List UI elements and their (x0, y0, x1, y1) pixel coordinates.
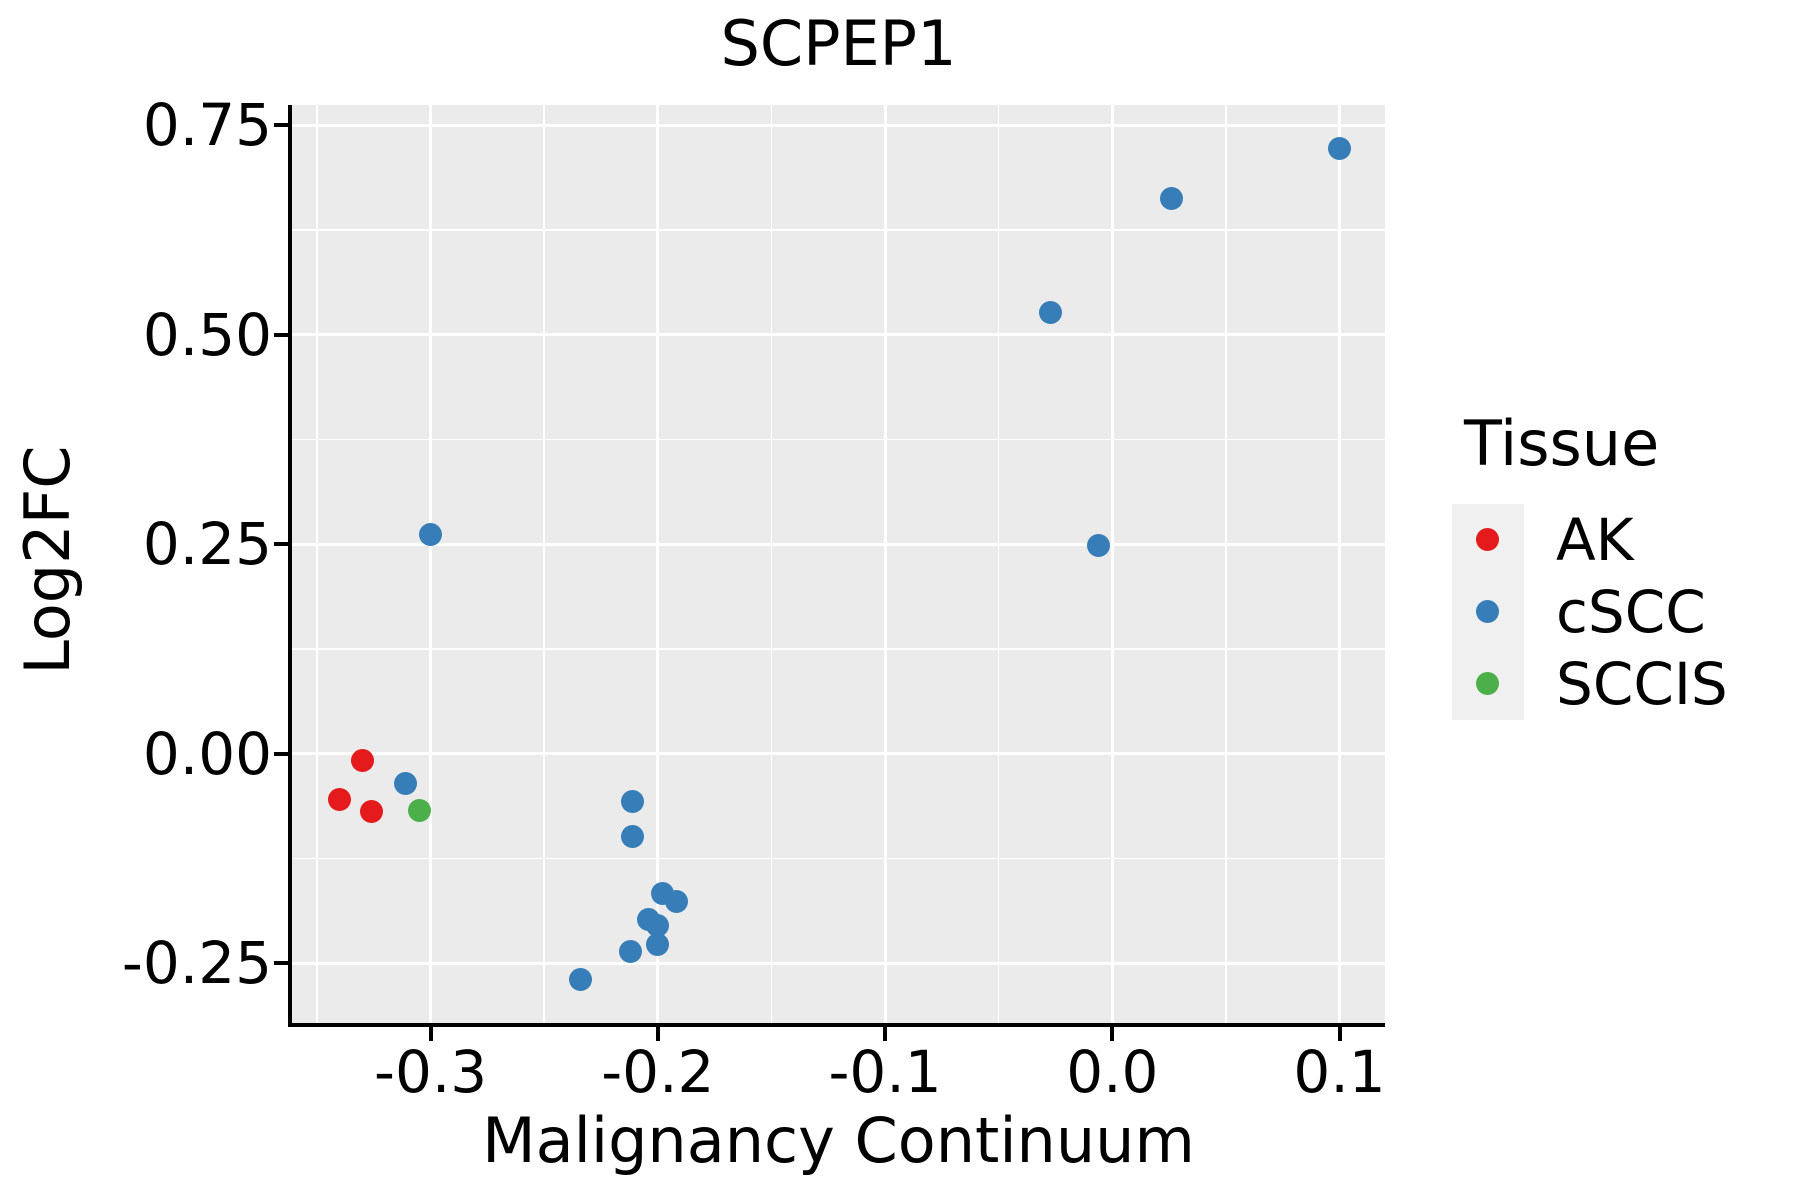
data-point-AK (350, 749, 374, 773)
legend-swatch-icon (1476, 600, 1499, 623)
data-point-cSCC (646, 914, 670, 938)
legend-key-background (1452, 504, 1524, 576)
plot-panel (292, 105, 1385, 1023)
x-tick-mark (1337, 1027, 1342, 1041)
x-minor-gridline (316, 105, 318, 1023)
legend-title: Tissue (1464, 407, 1660, 480)
x-tick-label: -0.2 (601, 1038, 715, 1106)
y-major-gridline (292, 123, 1385, 127)
y-minor-gridline (292, 648, 1385, 650)
y-major-gridline (292, 961, 1385, 965)
legend-items: AK cSCC SCCIS (1452, 504, 1792, 720)
x-tick-label: -0.1 (828, 1038, 942, 1106)
data-point-cSCC (394, 771, 418, 795)
x-tick-mark (655, 1027, 660, 1041)
data-point-cSCC (646, 932, 670, 956)
y-tick-mark (274, 961, 288, 966)
y-minor-gridline (292, 857, 1385, 860)
x-axis-title: Malignancy Continuum (482, 1104, 1195, 1177)
data-point-cSCC (621, 790, 645, 814)
y-tick-mark (274, 542, 288, 547)
y-tick-mark (274, 751, 288, 756)
legend-key-background (1452, 576, 1524, 648)
plot-title: SCPEP1 (720, 7, 957, 80)
data-point-AK (328, 788, 352, 812)
y-tick-label: -0.25 (121, 929, 272, 998)
y-major-gridline (292, 333, 1385, 337)
x-tick-mark (428, 1027, 433, 1041)
data-point-cSCC (419, 522, 443, 546)
x-minor-gridline (770, 105, 773, 1023)
x-tick-label: -0.3 (374, 1038, 488, 1106)
data-point-SCCIS (407, 798, 431, 822)
x-major-gridline (1338, 105, 1342, 1023)
x-major-gridline (1110, 105, 1114, 1023)
y-tick-label: 0.25 (142, 510, 272, 579)
y-minor-gridline (292, 229, 1385, 231)
y-minor-gridline (292, 438, 1385, 441)
y-tick-mark (274, 123, 288, 128)
y-tick-mark (274, 332, 288, 337)
legend-label: cSCC (1556, 578, 1706, 646)
data-point-cSCC (1039, 301, 1063, 325)
x-minor-gridline (1225, 105, 1227, 1023)
data-point-cSCC (1328, 137, 1352, 161)
data-point-cSCC (1159, 186, 1183, 210)
x-axis-line (288, 1023, 1385, 1027)
legend-item-AK: AK (1452, 504, 1792, 576)
data-point-cSCC (621, 824, 645, 848)
y-axis-line (288, 105, 292, 1027)
legend-label: SCCIS (1556, 650, 1728, 718)
y-major-gridline (292, 542, 1385, 546)
x-major-gridline (429, 105, 433, 1023)
y-tick-label: 0.00 (142, 719, 272, 788)
data-point-cSCC (619, 940, 643, 964)
data-point-cSCC (1087, 534, 1111, 558)
data-point-cSCC (664, 889, 688, 913)
x-tick-mark (1110, 1027, 1115, 1041)
x-tick-label: 0.0 (1066, 1038, 1159, 1106)
y-tick-label: 0.75 (142, 91, 272, 160)
legend-key-background (1452, 648, 1524, 720)
data-point-cSCC (569, 967, 593, 991)
x-major-gridline (656, 105, 660, 1023)
y-tick-label: 0.50 (142, 300, 272, 369)
x-minor-gridline (543, 105, 546, 1023)
legend-swatch-icon (1476, 672, 1499, 695)
x-tick-mark (883, 1027, 888, 1041)
data-point-AK (360, 800, 384, 824)
y-major-gridline (292, 752, 1385, 756)
legend-item-cSCC: cSCC (1452, 576, 1792, 648)
legend-swatch-icon (1476, 528, 1499, 551)
x-tick-label: 0.1 (1293, 1038, 1386, 1106)
x-major-gridline (883, 105, 887, 1023)
legend-item-SCCIS: SCCIS (1452, 648, 1792, 720)
legend-label: AK (1556, 506, 1634, 574)
x-minor-gridline (997, 105, 1000, 1023)
